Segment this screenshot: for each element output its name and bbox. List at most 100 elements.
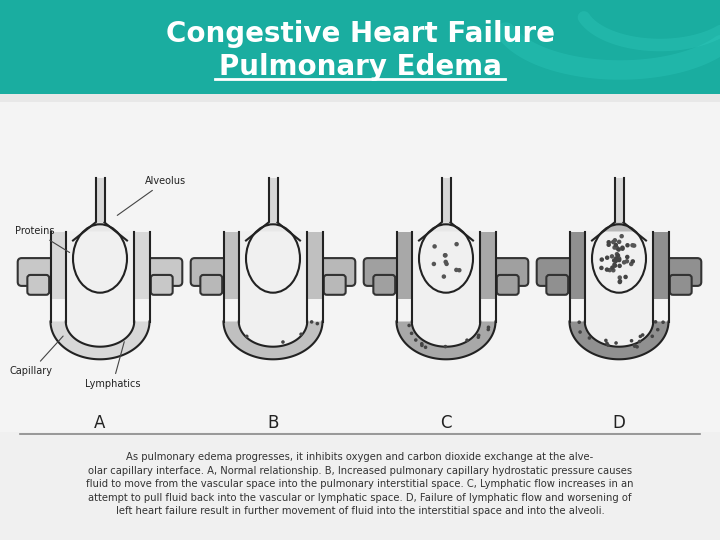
Circle shape	[245, 335, 248, 338]
Bar	[441, 178, 451, 222]
Text: Capillary: Capillary	[10, 336, 63, 376]
Circle shape	[605, 255, 609, 260]
Circle shape	[611, 268, 616, 273]
Circle shape	[612, 258, 616, 262]
Circle shape	[613, 264, 617, 268]
Circle shape	[606, 240, 611, 245]
Text: Proteins: Proteins	[15, 226, 70, 253]
Circle shape	[624, 275, 628, 279]
Bar	[0, 94, 720, 540]
Text: As pulmonary edema progresses, it inhibits oxygen and carbon dioxide exchange at: As pulmonary edema progresses, it inhibi…	[86, 452, 634, 516]
Circle shape	[608, 268, 612, 272]
Circle shape	[610, 254, 614, 259]
Bar	[0, 0, 720, 94]
Text: B: B	[267, 414, 279, 432]
Circle shape	[457, 268, 462, 273]
Circle shape	[617, 256, 621, 261]
Polygon shape	[246, 222, 300, 240]
Circle shape	[432, 244, 437, 248]
Circle shape	[588, 336, 591, 340]
Polygon shape	[570, 321, 668, 359]
FancyBboxPatch shape	[374, 275, 395, 295]
Circle shape	[622, 260, 626, 265]
Circle shape	[606, 343, 610, 347]
Polygon shape	[66, 232, 134, 347]
Circle shape	[638, 340, 642, 343]
Circle shape	[424, 346, 428, 349]
FancyBboxPatch shape	[145, 258, 182, 286]
Bar	[0, 94, 720, 102]
Circle shape	[631, 259, 635, 264]
Circle shape	[620, 246, 625, 251]
Polygon shape	[73, 222, 127, 240]
Circle shape	[605, 267, 609, 272]
Circle shape	[477, 334, 480, 337]
Circle shape	[661, 320, 665, 324]
FancyBboxPatch shape	[536, 258, 574, 286]
Circle shape	[613, 238, 617, 242]
Circle shape	[410, 332, 413, 335]
Circle shape	[420, 343, 423, 347]
Circle shape	[282, 340, 285, 344]
FancyBboxPatch shape	[665, 258, 701, 286]
Circle shape	[444, 262, 449, 266]
Bar	[570, 232, 585, 299]
Circle shape	[444, 260, 448, 264]
Text: Pulmonary Edema: Pulmonary Edema	[219, 53, 501, 81]
FancyBboxPatch shape	[18, 258, 55, 286]
Circle shape	[625, 243, 630, 247]
Circle shape	[633, 345, 636, 348]
Circle shape	[408, 323, 411, 327]
FancyBboxPatch shape	[191, 258, 228, 286]
Text: Lymphatics: Lymphatics	[85, 342, 140, 389]
Circle shape	[615, 252, 619, 256]
FancyBboxPatch shape	[150, 275, 173, 295]
Circle shape	[615, 246, 620, 251]
Circle shape	[630, 243, 635, 247]
Bar	[269, 178, 277, 222]
Circle shape	[599, 266, 603, 270]
Circle shape	[630, 339, 634, 342]
Bar	[223, 232, 239, 299]
Circle shape	[605, 341, 608, 345]
Circle shape	[443, 253, 448, 258]
Circle shape	[454, 242, 459, 246]
Bar	[653, 232, 668, 299]
Circle shape	[617, 258, 621, 262]
Circle shape	[310, 320, 313, 323]
Circle shape	[633, 343, 636, 347]
Circle shape	[606, 242, 611, 247]
FancyBboxPatch shape	[497, 275, 518, 295]
Circle shape	[632, 244, 636, 248]
Circle shape	[612, 245, 617, 250]
Ellipse shape	[419, 224, 473, 293]
Ellipse shape	[592, 224, 646, 293]
Text: Congestive Heart Failure: Congestive Heart Failure	[166, 20, 554, 48]
Text: Alveolus: Alveolus	[117, 176, 186, 215]
Polygon shape	[223, 321, 323, 359]
Circle shape	[611, 240, 616, 244]
Circle shape	[604, 339, 608, 342]
Circle shape	[465, 339, 469, 342]
Circle shape	[444, 345, 447, 348]
Text: A: A	[94, 414, 106, 432]
Bar	[307, 232, 323, 299]
FancyBboxPatch shape	[324, 275, 346, 295]
Bar	[134, 232, 150, 299]
Circle shape	[315, 322, 319, 326]
Circle shape	[625, 259, 629, 264]
Circle shape	[650, 334, 654, 338]
Polygon shape	[50, 321, 150, 359]
Circle shape	[620, 246, 625, 250]
Circle shape	[618, 279, 622, 284]
Circle shape	[612, 262, 617, 267]
FancyBboxPatch shape	[27, 275, 49, 295]
Bar	[397, 232, 412, 299]
Circle shape	[616, 247, 621, 252]
Bar	[480, 232, 495, 299]
Circle shape	[618, 275, 622, 280]
Bar	[614, 178, 624, 222]
FancyBboxPatch shape	[200, 275, 222, 295]
Polygon shape	[239, 232, 307, 347]
Circle shape	[420, 342, 423, 346]
